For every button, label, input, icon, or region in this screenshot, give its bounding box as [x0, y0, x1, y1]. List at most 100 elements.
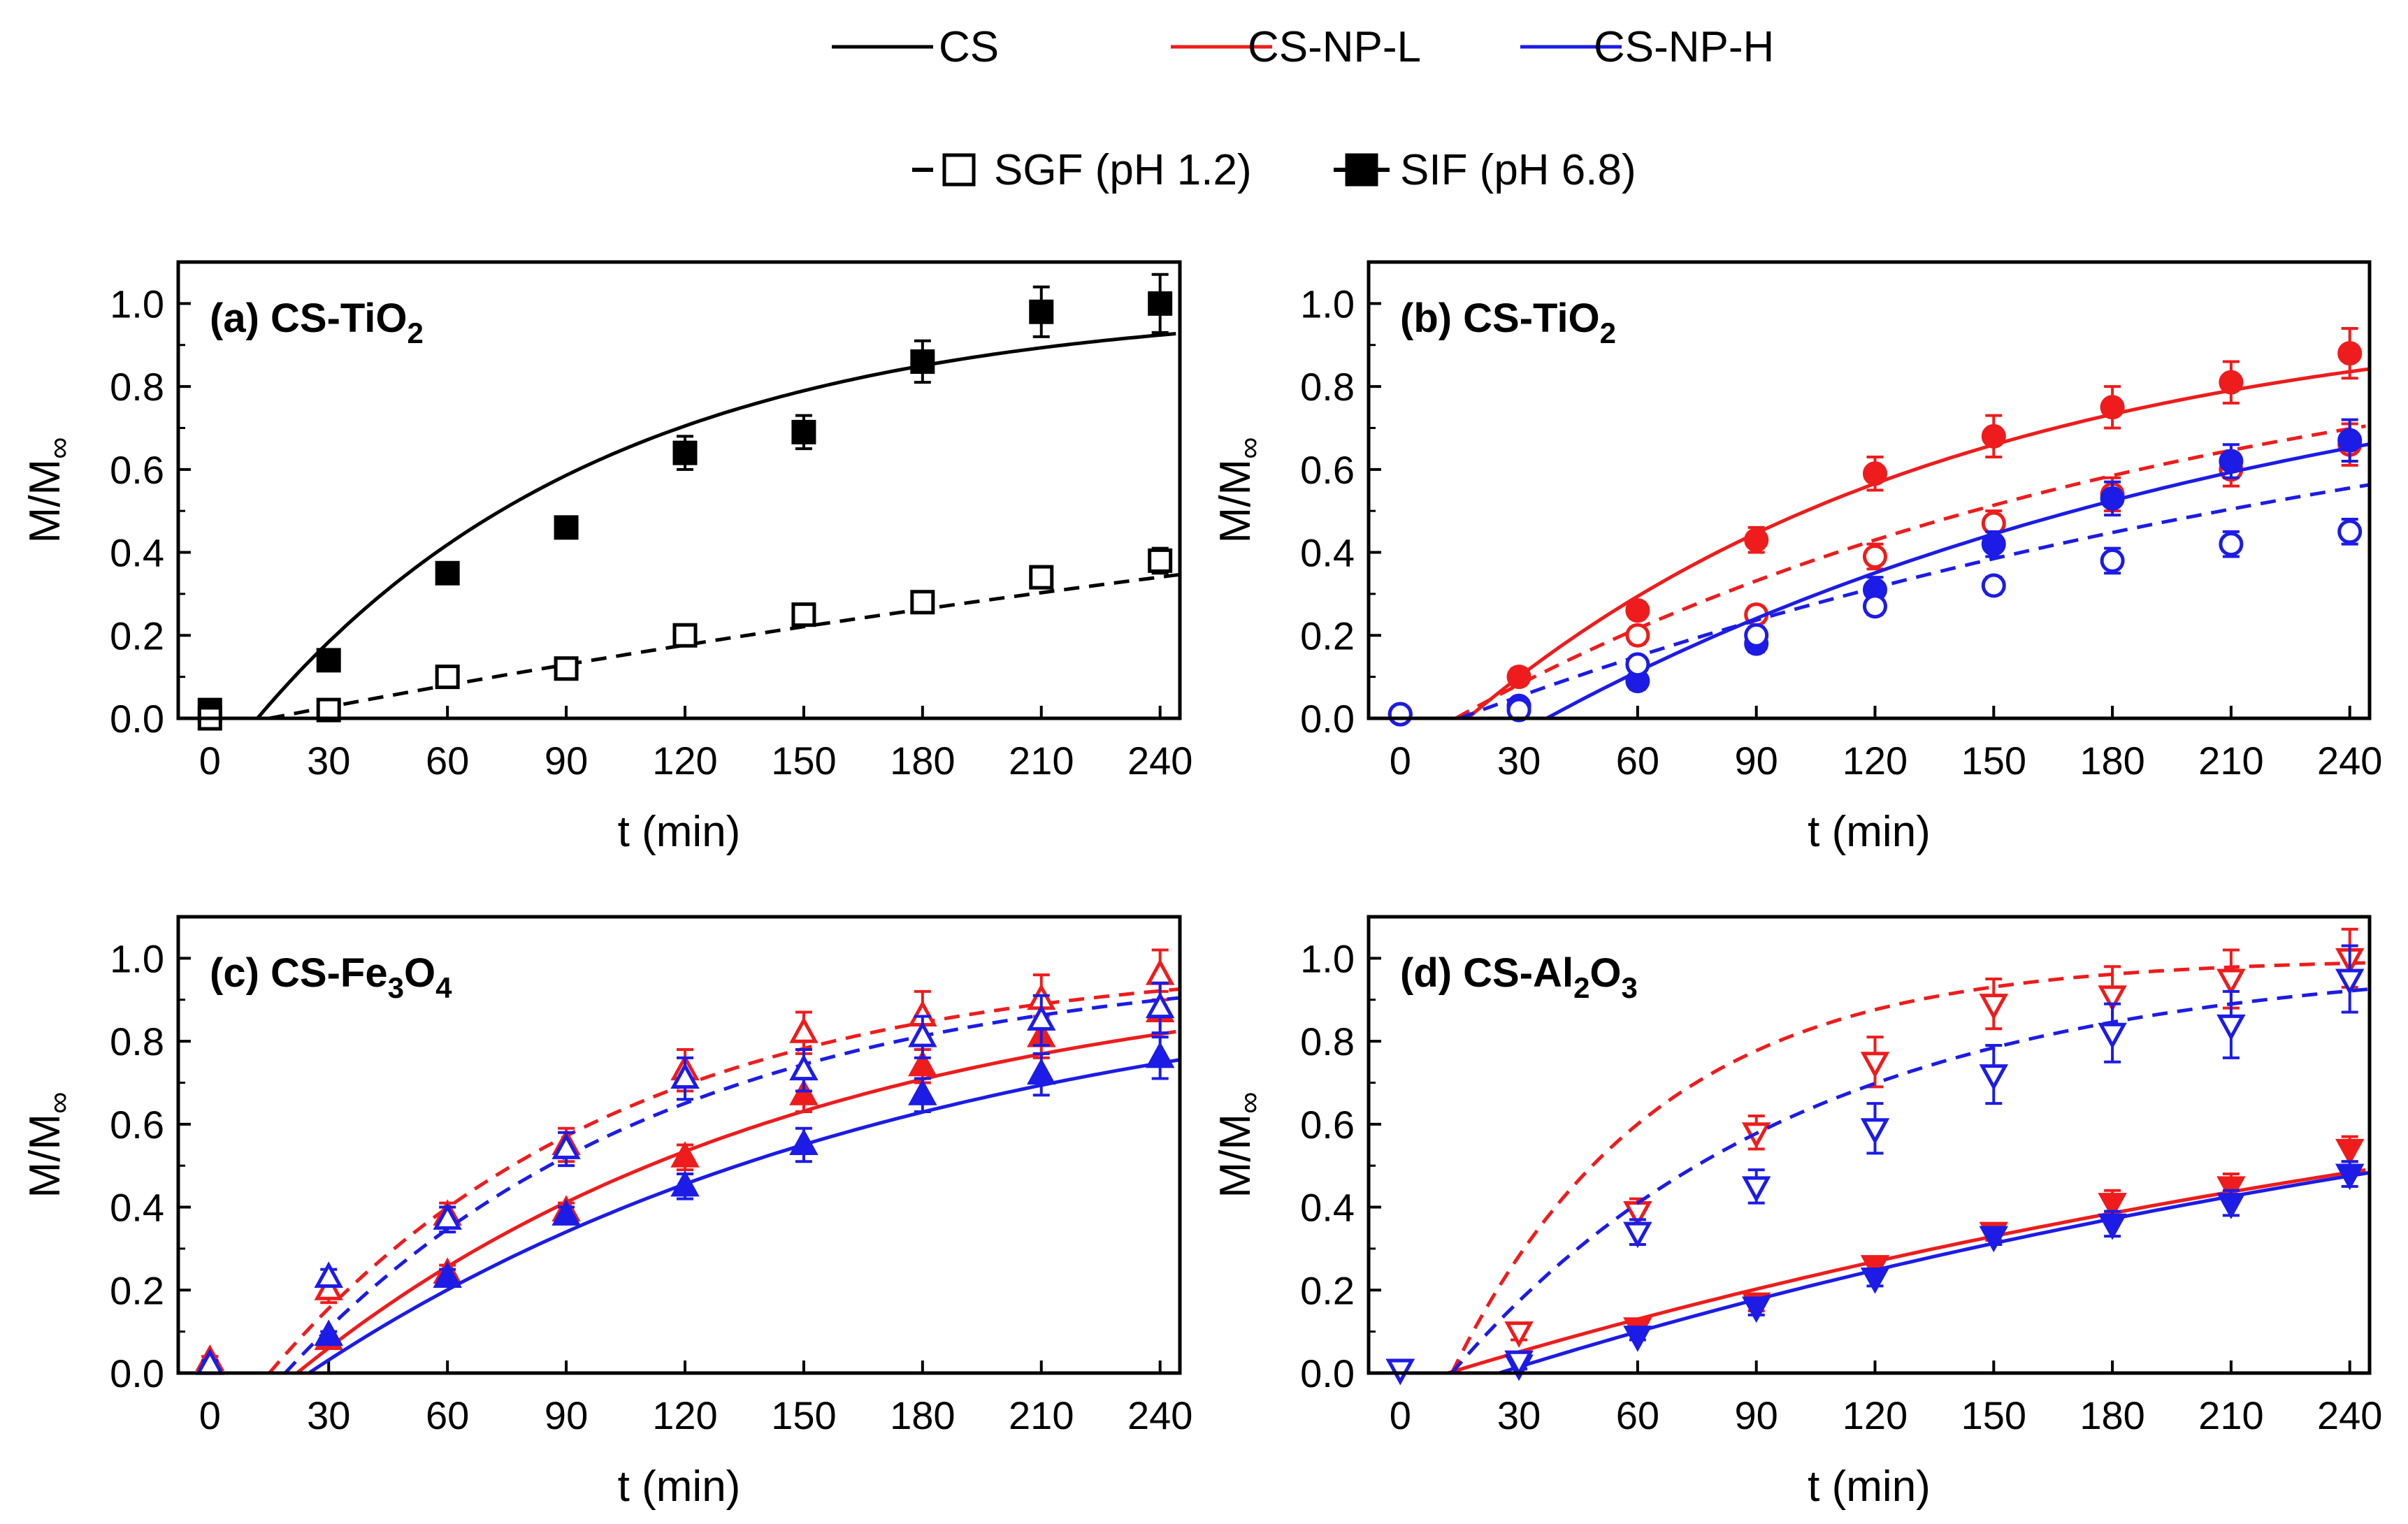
data-point — [789, 1079, 819, 1105]
data-point — [1860, 1052, 1890, 1078]
data-point — [2100, 395, 2125, 420]
data-point — [1145, 1041, 1175, 1068]
legend-marker-sgf — [942, 153, 976, 187]
panel-b: 0 30 60 90 120 150 180 210 240 0.0 0.2 0.4 0.6 0.8 1.0… — [1211, 260, 2382, 856]
y-tick-label: 0.8 — [110, 365, 164, 409]
x-tick-label: 60 — [426, 739, 469, 783]
data-point — [789, 1129, 819, 1155]
data-point — [2219, 532, 2244, 557]
data-point — [908, 1020, 937, 1047]
data-point — [435, 560, 460, 586]
panel-title: (a) CS-TiO2 — [210, 296, 424, 349]
data-point — [2216, 1176, 2246, 1203]
y-axis-title: M/M∞ — [1211, 437, 1267, 544]
data-point — [2219, 370, 2244, 395]
data-point — [2098, 1022, 2127, 1050]
y-tick-label: 0.8 — [1300, 1019, 1355, 1064]
data-point — [789, 1017, 819, 1043]
panel-title: (b) CS-TiO2 — [1400, 296, 1616, 349]
x-tick-label: 210 — [2198, 739, 2263, 783]
data-point — [1862, 594, 1887, 619]
data-point — [1506, 665, 1531, 690]
data-point — [1504, 1350, 1534, 1377]
y-tick-label: 0.6 — [1300, 1103, 1355, 1147]
data-point — [2098, 1213, 2127, 1240]
x-tick-label: 120 — [1843, 1393, 1908, 1437]
data-point — [1860, 1118, 1890, 1145]
y-tick-label: 1.0 — [110, 282, 164, 326]
data-point — [1145, 958, 1175, 985]
data-point — [1625, 652, 1650, 677]
data-point — [1860, 1267, 1890, 1294]
data-point — [1744, 528, 1769, 553]
x-tick-label: 30 — [307, 739, 350, 783]
y-tick-label: 0.2 — [110, 1268, 164, 1312]
data-point — [1979, 994, 2009, 1020]
data-point — [1506, 697, 1531, 723]
data-point — [1981, 532, 2006, 557]
data-point — [670, 1141, 700, 1168]
plot-frame — [176, 915, 1182, 1375]
data-point — [2100, 486, 2125, 511]
data-point — [433, 1261, 462, 1288]
series-cs-np-l-sif-ph-6-8- — [1387, 326, 2370, 727]
fit-line — [268, 572, 1180, 718]
data-point — [1027, 1004, 1056, 1031]
x-tick-label: 60 — [426, 1393, 469, 1437]
data-point — [433, 1203, 462, 1230]
y-tick-label: 0.0 — [110, 1351, 164, 1395]
series-cs-sgf-ph-1-2- — [197, 546, 1180, 731]
data-point — [554, 656, 579, 681]
y-tick-label: 0.6 — [1300, 448, 1355, 492]
data-point — [1145, 992, 1175, 1019]
data-point — [2337, 428, 2363, 453]
x-axis-title: t (min) — [1808, 1463, 1931, 1511]
fit-line — [1455, 424, 2366, 718]
x-tick-label: 30 — [1497, 739, 1541, 783]
x-tick-label: 0 — [199, 1393, 221, 1437]
data-point — [1979, 1064, 2009, 1091]
data-point — [2335, 1138, 2365, 1166]
y-tick-label: 0.0 — [1300, 697, 1355, 741]
data-point — [316, 697, 341, 723]
data-point — [1027, 1058, 1056, 1085]
x-tick-label: 120 — [652, 739, 717, 783]
x-tick-label: 60 — [1616, 1393, 1659, 1437]
y-tick-label: 0.8 — [110, 1019, 164, 1064]
x-tick-label: 0 — [199, 739, 221, 783]
data-point — [551, 1133, 581, 1159]
x-tick-label: 0 — [1390, 1393, 1411, 1437]
data-point — [2100, 548, 2125, 573]
plot-frame — [176, 260, 1182, 720]
y-tick-label: 0.6 — [110, 448, 164, 492]
data-point — [1029, 565, 1054, 590]
y-tick-label: 1.0 — [1300, 282, 1355, 326]
x-tick-label: 180 — [2079, 1393, 2144, 1437]
data-point — [791, 602, 816, 627]
y-tick-label: 1.0 — [110, 936, 164, 980]
data-point — [1981, 573, 2006, 598]
x-tick-label: 90 — [1735, 739, 1778, 783]
series-cs-np-l-sgf-ph-1-2- — [1385, 927, 2370, 1386]
fit-line — [1450, 987, 2370, 1373]
panels: 0 30 60 90 120 150 180 210 240 0.0 0.2 0.4 0.6 0.8 1.0… — [21, 260, 2382, 1511]
data-point — [1741, 1176, 1771, 1203]
y-axis-title: M/M∞ — [1211, 1092, 1267, 1198]
data-point — [1504, 1321, 1534, 1348]
x-axis-title: t (min) — [1808, 808, 1931, 856]
data-point — [1741, 1296, 1771, 1323]
x-tick-label: 120 — [652, 1393, 717, 1437]
data-point — [791, 419, 816, 444]
data-point — [908, 1079, 937, 1105]
legend-label-cs: CS — [939, 23, 999, 71]
legend-label-cs-np-h: CS-NP-H — [1594, 23, 1774, 71]
x-tick-label: 210 — [1009, 1393, 1074, 1437]
data-point — [908, 1050, 937, 1077]
series-cs-np-h-sgf-ph-1-2- — [1387, 483, 2370, 727]
x-tick-label: 180 — [890, 739, 955, 783]
x-tick-label: 240 — [1127, 739, 1192, 783]
data-point — [670, 1062, 700, 1089]
data-point — [910, 349, 935, 374]
data-point — [670, 1170, 700, 1197]
